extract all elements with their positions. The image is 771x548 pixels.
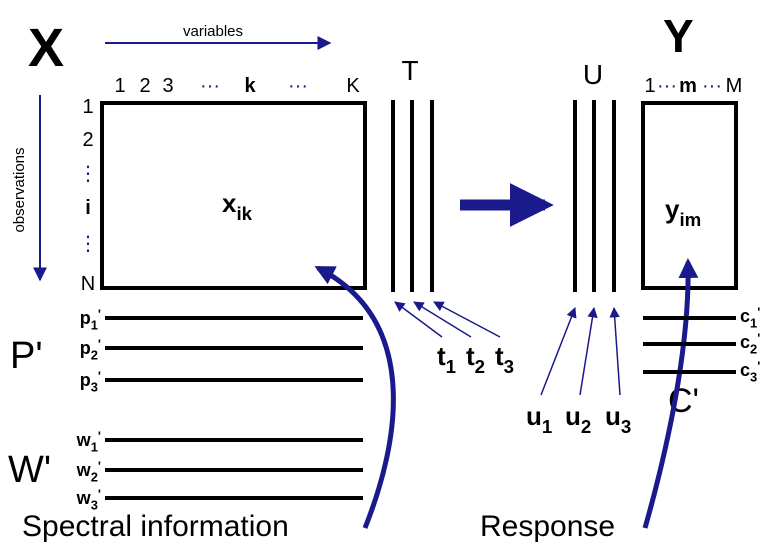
u-score-arrow: [579, 306, 598, 396]
c-weight-label-base: c: [740, 360, 750, 380]
y-column-label: 1: [644, 75, 655, 97]
t-score-label-base: t: [495, 341, 504, 371]
x-column-label: K: [346, 75, 360, 97]
u-score-label: u1: [526, 401, 552, 437]
p-loading-label-sup: ': [98, 307, 101, 322]
c-weight-label-sub: 1: [750, 315, 757, 330]
t-score-label-sub: 3: [504, 356, 514, 377]
t-score-label: t3: [495, 341, 514, 377]
y-column-label: m: [679, 75, 697, 97]
y-cell-sub: im: [679, 209, 701, 230]
p-loading-label-sub: 3: [91, 379, 98, 394]
c-weight-label: c3': [740, 359, 760, 385]
t-score-arrow: [413, 301, 472, 338]
u-score-arrow: [540, 307, 577, 396]
x-title: X: [28, 18, 64, 78]
c-weight-label-sup: ': [757, 359, 760, 374]
x-column-label: 3: [162, 75, 173, 97]
p-title: P': [10, 335, 43, 377]
x-column-label: 1: [114, 75, 125, 97]
u-score-label-sub: 2: [581, 416, 591, 437]
u-score-label-sub: 1: [542, 416, 552, 437]
w-weight-label-sup: ': [98, 459, 101, 474]
c-weight-label-base: c: [740, 332, 750, 352]
p-loading-label-base: p: [80, 370, 91, 390]
x-column-label: ···: [288, 75, 308, 97]
y-matrix: [641, 101, 738, 290]
w-weight-label: w1': [76, 429, 101, 455]
y-cell-base: y: [665, 194, 680, 224]
x-row-label: i: [85, 197, 91, 219]
t-score-label: t2: [466, 341, 485, 377]
response-caption: Response: [480, 510, 615, 543]
y-title: Y: [663, 10, 694, 62]
w-weight-label-sup: ': [98, 429, 101, 444]
p-loading-label-sub: 1: [91, 317, 98, 332]
p-loading-label-sub: 2: [91, 347, 98, 362]
y-column-label: M: [726, 75, 743, 97]
w-weight-label: w2': [76, 459, 101, 485]
u-score-label-base: u: [526, 401, 542, 431]
x-column-label: ···: [200, 75, 220, 97]
c-weight-label: c2': [740, 331, 760, 357]
p-loading-label-sup: ': [98, 369, 101, 384]
y-column-label: ···: [657, 75, 677, 97]
w-weight-label-sub: 2: [91, 469, 98, 484]
w-weight-label-base: w: [76, 488, 92, 508]
c-weight-label-sup: ': [757, 331, 760, 346]
x-row-label: ⋮: [78, 163, 98, 185]
observations-label: observations: [11, 147, 28, 232]
y-cell: yim: [665, 194, 701, 230]
x-row-label: N: [81, 273, 95, 295]
t-score-label-base: t: [466, 341, 475, 371]
t-score-label-sub: 2: [475, 356, 485, 377]
spectral-arrow: [314, 265, 396, 529]
c-weight-label: c1': [740, 305, 760, 331]
x-column-label: k: [244, 75, 256, 97]
w-weight-label: w3': [76, 487, 101, 513]
spectral-caption: Spectral information: [22, 510, 289, 543]
w-weight-label-base: w: [76, 460, 92, 480]
x-cell-base: x: [222, 188, 237, 218]
y-column-label: ···: [702, 75, 722, 97]
u-score-label: u3: [605, 401, 631, 437]
p-loading-label: p2': [80, 337, 101, 363]
t-score-label: t1: [437, 341, 456, 377]
p-loading-label-sup: ': [98, 337, 101, 352]
w-weight-label-sub: 1: [91, 439, 98, 454]
w-weight-label-base: w: [76, 430, 92, 450]
t-score-arrow: [433, 301, 501, 338]
x-row-label: 2: [82, 129, 93, 151]
x-cell-sub: ik: [236, 203, 252, 224]
p-loading-label: p1': [80, 307, 101, 333]
x-cell: xik: [222, 188, 253, 224]
u-score-arrow: [609, 306, 621, 396]
w-title: W': [8, 449, 51, 491]
t-score-label-sub: 1: [446, 356, 456, 377]
w-weight-label-sup: ': [98, 487, 101, 502]
c-weight-label-sup: ': [757, 305, 760, 320]
x-matrix: [100, 101, 367, 290]
u-score-label-base: u: [605, 401, 621, 431]
p-loading-label-base: p: [80, 338, 91, 358]
t-score-arrow: [394, 301, 443, 338]
c-weight-label-sub: 3: [750, 369, 757, 384]
x-row-label: 1: [82, 96, 93, 118]
t-score-label-base: t: [437, 341, 446, 371]
variables-label: variables: [183, 23, 243, 40]
p-loading-label-base: p: [80, 308, 91, 328]
c-weight-label-base: c: [740, 306, 750, 326]
response-arrow: [642, 258, 699, 529]
c-weight-label-sub: 2: [750, 341, 757, 356]
t-title: T: [401, 55, 418, 86]
u-score-label-base: u: [565, 401, 581, 431]
u-score-label-sub: 3: [621, 416, 631, 437]
u-title: U: [583, 59, 603, 90]
u-score-label: u2: [565, 401, 591, 437]
w-weight-label-sub: 3: [91, 497, 98, 512]
p-loading-label: p3': [80, 369, 101, 395]
x-row-label: ⋮: [78, 233, 98, 255]
x-column-label: 2: [139, 75, 150, 97]
